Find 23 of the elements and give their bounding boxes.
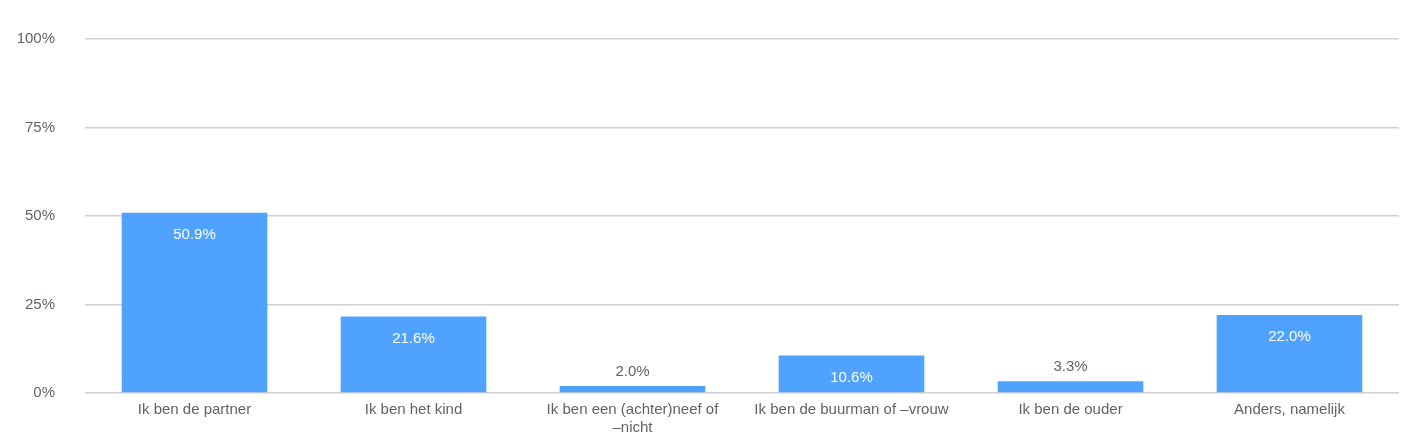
bar: [997, 381, 1144, 393]
x-tick-label: Anders, namelijk: [1234, 400, 1346, 418]
data-label: 22.0%: [1268, 327, 1311, 345]
y-tick-label: 100%: [16, 29, 55, 47]
bar: [559, 385, 706, 393]
y-tick-label: 25%: [24, 294, 55, 312]
x-tick-label: Ik ben de ouder: [1018, 400, 1123, 418]
y-tick-label: 50%: [24, 206, 55, 224]
data-label: 21.6%: [392, 328, 435, 346]
bar: [1216, 315, 1363, 393]
data-label: 3.3%: [1053, 357, 1088, 375]
x-tick-label: Ik ben de buurman of –vrouw: [754, 400, 949, 418]
data-label: 10.6%: [830, 367, 873, 385]
y-tick-label: 0%: [33, 383, 55, 401]
bar: [121, 212, 268, 393]
x-tick-label: Ik ben het kind: [364, 400, 463, 418]
x-tick-label: Ik ben een (achter)neef of –nicht: [546, 400, 720, 436]
x-tick-label: Ik ben de partner: [137, 400, 252, 418]
bar: [340, 316, 487, 393]
bar: [778, 355, 925, 393]
data-label: 50.9%: [173, 224, 216, 242]
y-tick-label: 75%: [24, 117, 55, 135]
data-label: 2.0%: [615, 362, 650, 380]
